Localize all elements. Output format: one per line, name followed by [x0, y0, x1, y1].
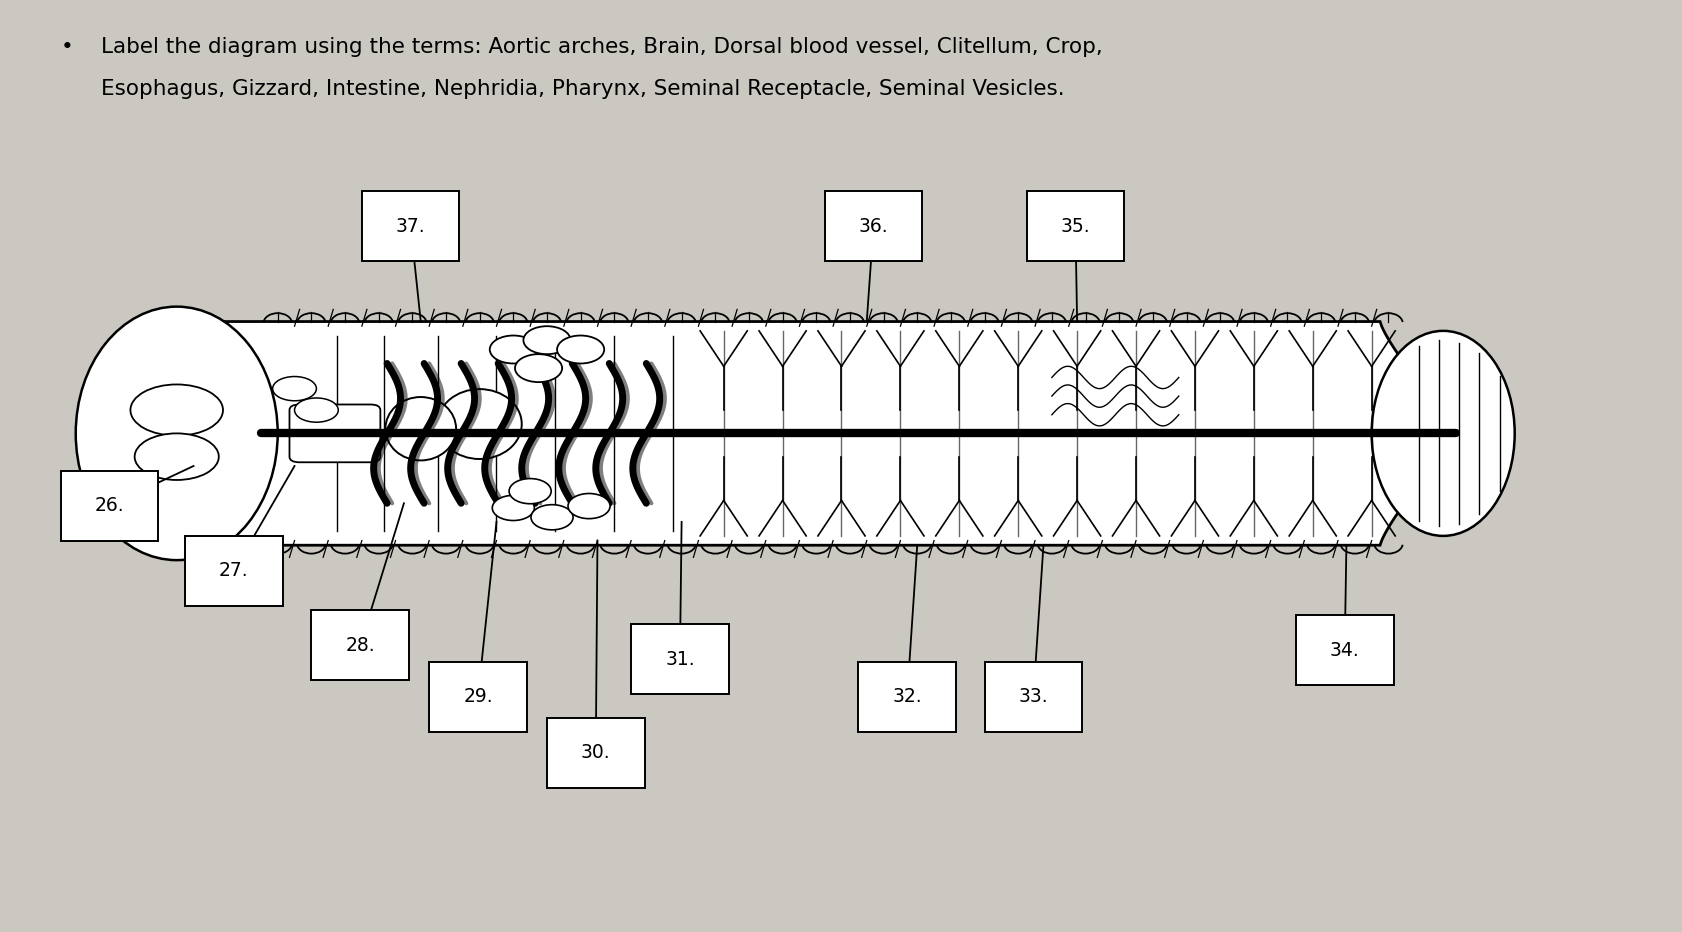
- FancyBboxPatch shape: [631, 624, 728, 694]
- Ellipse shape: [1371, 331, 1514, 536]
- Text: 26.: 26.: [94, 496, 124, 515]
- FancyBboxPatch shape: [185, 536, 283, 606]
- Text: 31.: 31.: [664, 650, 695, 669]
- FancyBboxPatch shape: [61, 471, 158, 541]
- FancyBboxPatch shape: [1295, 615, 1393, 685]
- FancyBboxPatch shape: [547, 718, 644, 788]
- Text: •: •: [61, 37, 74, 57]
- Text: 30.: 30.: [580, 743, 611, 762]
- Ellipse shape: [557, 336, 604, 363]
- FancyBboxPatch shape: [429, 662, 526, 732]
- Ellipse shape: [76, 307, 278, 560]
- Circle shape: [272, 377, 316, 401]
- FancyBboxPatch shape: [311, 610, 409, 680]
- Ellipse shape: [385, 397, 456, 460]
- Polygon shape: [93, 316, 1463, 551]
- Text: Label the diagram using the terms: Aortic arches, Brain, Dorsal blood vessel, Cl: Label the diagram using the terms: Aorti…: [101, 37, 1102, 57]
- Text: 34.: 34.: [1329, 640, 1359, 660]
- Text: 32.: 32.: [891, 687, 922, 706]
- Ellipse shape: [437, 389, 521, 459]
- Ellipse shape: [135, 433, 219, 480]
- Text: 37.: 37.: [395, 216, 426, 236]
- FancyBboxPatch shape: [984, 662, 1082, 732]
- FancyBboxPatch shape: [858, 662, 955, 732]
- Text: 36.: 36.: [858, 216, 888, 236]
- Ellipse shape: [515, 354, 562, 382]
- Text: 29.: 29.: [463, 687, 493, 706]
- Text: 33.: 33.: [1018, 687, 1048, 706]
- Ellipse shape: [491, 496, 535, 520]
- Ellipse shape: [567, 493, 609, 518]
- FancyBboxPatch shape: [1026, 191, 1124, 261]
- Ellipse shape: [508, 479, 552, 503]
- Ellipse shape: [532, 504, 572, 529]
- Circle shape: [294, 398, 338, 422]
- FancyBboxPatch shape: [362, 191, 459, 261]
- Text: 27.: 27.: [219, 561, 249, 581]
- Text: 28.: 28.: [345, 636, 375, 655]
- Text: Esophagus, Gizzard, Intestine, Nephridia, Pharynx, Seminal Receptacle, Seminal V: Esophagus, Gizzard, Intestine, Nephridia…: [101, 79, 1065, 99]
- Ellipse shape: [131, 384, 222, 435]
- FancyBboxPatch shape: [289, 404, 380, 462]
- Ellipse shape: [523, 326, 570, 354]
- Text: 35.: 35.: [1060, 216, 1090, 236]
- Ellipse shape: [489, 336, 537, 363]
- FancyBboxPatch shape: [824, 191, 922, 261]
